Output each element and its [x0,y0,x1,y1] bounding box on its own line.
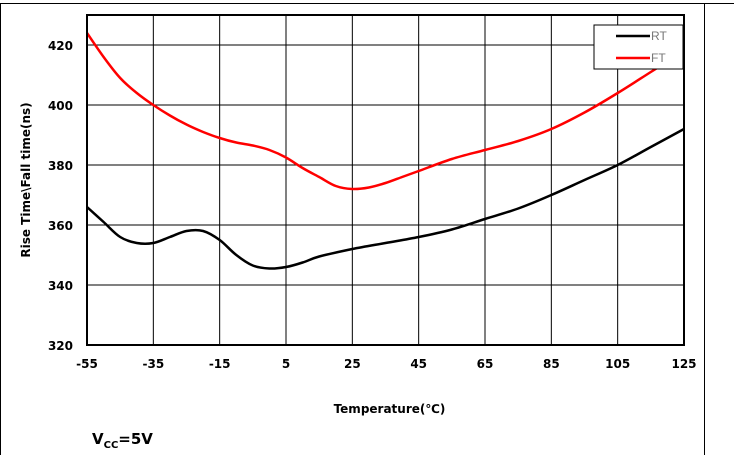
vcc-annotation: VCC=5V [92,430,153,451]
series-line-rt [86,127,685,270]
legend: RT FT [593,24,684,70]
y-tick-label: 380 [48,159,73,173]
tick-labels: -55 -35 -15 5 25 45 65 85 105 125 320 340 360 380 400 4… [48,39,697,371]
x-tick-label: 65 [477,357,494,371]
x-tick-label: -55 [76,357,98,371]
plot-border [86,14,685,346]
x-tick-label: 125 [671,357,696,371]
table-rule-top [0,3,734,4]
legend-label-rt: RT [651,29,667,43]
x-axis-label: Temperature(℃) [334,402,446,416]
series-layer [85,32,685,270]
x-tick-label: 105 [605,357,630,371]
legend-box [593,24,684,70]
legend-label-ft: FT [651,51,666,65]
x-tick-label: 85 [543,357,560,371]
y-tick-label: 420 [48,39,73,53]
x-tick-label: 25 [344,357,361,371]
vcc-value: =5V [118,430,153,448]
y-tick-label: 320 [48,339,73,353]
x-tick-label: -15 [209,357,231,371]
x-tick-label: 45 [410,357,427,371]
table-rule-right [704,3,705,455]
series-line-ft [85,32,685,191]
table-rule-left [0,3,1,455]
y-tick-label: 340 [48,279,73,293]
vcc-symbol: V [92,430,104,448]
x-tick-label: -35 [142,357,164,371]
vcc-subscript: CC [103,440,119,451]
y-tick-label: 360 [48,219,73,233]
y-tick-label: 400 [48,99,73,113]
y-axis-label: Rise Time\Fall time(ns) [19,102,33,257]
x-tick-label: 5 [282,357,290,371]
